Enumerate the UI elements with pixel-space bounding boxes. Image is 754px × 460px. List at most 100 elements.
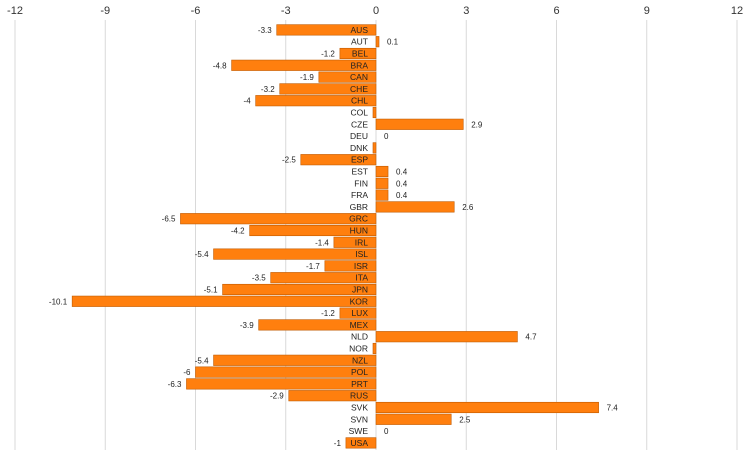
x-tick-label: -3	[281, 5, 291, 17]
data-label: 2.6	[462, 203, 474, 212]
x-tick-label: 12	[731, 5, 743, 17]
bar	[339, 47, 377, 60]
data-label: -1.7	[306, 262, 320, 271]
bar	[375, 413, 452, 425]
data-label: 0.4	[396, 191, 408, 200]
category-label: RUS	[350, 391, 368, 401]
category-label: COL	[351, 108, 369, 118]
data-label: -1.9	[300, 73, 314, 82]
bar	[213, 354, 377, 366]
bar	[333, 236, 377, 248]
x-tick-label: -12	[7, 5, 23, 17]
bar	[375, 189, 389, 201]
data-label: 0.4	[396, 179, 408, 188]
data-label: -2.5	[282, 156, 296, 165]
data-label: -5.1	[204, 286, 218, 295]
bar	[375, 401, 599, 414]
data-label: -4.2	[231, 227, 245, 236]
x-tick-label: 0	[373, 5, 379, 17]
bars	[71, 24, 599, 449]
bar	[71, 295, 377, 307]
bar	[249, 224, 377, 237]
category-label: NOR	[349, 344, 368, 354]
bar	[375, 165, 389, 178]
category-label: BRA	[351, 60, 369, 70]
bar	[258, 319, 377, 331]
x-tick-label: -6	[191, 5, 201, 17]
x-axis-ticks: -12 -9 -6 -3 0 3 6 9 12	[7, 5, 743, 17]
bar	[300, 154, 377, 166]
bar	[231, 59, 377, 71]
data-label: 2.9	[471, 120, 483, 129]
data-label: -1.2	[321, 309, 335, 318]
category-label: GRC	[349, 214, 368, 224]
category-label: SVN	[351, 414, 368, 424]
bar	[375, 36, 380, 48]
category-labels: AUSAUTBELBRACANCHECHLCOLCZEDEUDNKESPESTF…	[349, 25, 369, 448]
data-label: -3.5	[252, 274, 266, 283]
category-label: SVK	[351, 403, 368, 413]
bar	[270, 272, 377, 284]
bar	[213, 248, 377, 260]
category-label: NLD	[351, 332, 368, 342]
data-label: 0	[384, 132, 389, 141]
bar	[324, 260, 377, 272]
category-label: CHL	[351, 96, 368, 106]
category-label: FRA	[351, 190, 368, 200]
bar	[375, 331, 518, 343]
data-label: -3.3	[258, 26, 272, 35]
data-label: -1	[334, 439, 342, 448]
bar	[372, 142, 377, 154]
data-label: 2.5	[459, 415, 471, 424]
data-label: -3.9	[240, 321, 254, 330]
category-label: JPN	[352, 285, 368, 295]
category-label: CAN	[350, 72, 368, 82]
bar	[375, 118, 464, 130]
category-label: IRL	[355, 237, 369, 247]
bar	[375, 201, 455, 213]
data-label: -6	[183, 368, 191, 377]
data-label: -3.2	[261, 85, 275, 94]
data-label: -5.4	[195, 356, 209, 365]
category-label: PRT	[351, 379, 368, 389]
category-label: FIN	[354, 178, 368, 188]
category-label: DEU	[350, 131, 368, 141]
bar	[279, 83, 377, 95]
data-label: 0	[384, 427, 389, 436]
category-label: AUT	[351, 37, 368, 47]
category-label: LUX	[351, 308, 368, 318]
category-label: BEL	[352, 49, 368, 59]
bar	[195, 366, 377, 378]
data-label: -10.1	[49, 297, 68, 306]
data-label: 0.1	[387, 38, 399, 47]
category-label: CZE	[351, 119, 368, 129]
category-label: ISR	[354, 261, 368, 271]
bar	[372, 106, 377, 119]
category-label: ISL	[355, 249, 368, 259]
category-label: SWE	[349, 426, 369, 436]
data-label: -6.5	[162, 215, 176, 224]
data-label: -4	[244, 97, 252, 106]
bar	[222, 283, 377, 296]
category-label: GBR	[350, 202, 368, 212]
data-label: -1.2	[321, 50, 335, 59]
category-label: KOR	[350, 296, 368, 306]
category-label: NZL	[352, 355, 368, 365]
bar	[180, 213, 377, 225]
x-tick-label: 3	[463, 5, 469, 17]
data-labels: -3.3 0.1 -1.2 -4.8 -1.9 -3.2 -4 2.9 0 -2.5 0.4 0.4 0…	[49, 26, 618, 448]
category-label: CHE	[350, 84, 368, 94]
bar	[318, 71, 377, 83]
bar	[375, 177, 389, 189]
data-label: -6.3	[168, 380, 182, 389]
bar	[372, 342, 377, 355]
category-label: EST	[351, 167, 368, 177]
category-label: ITA	[355, 273, 368, 283]
category-label: POL	[351, 367, 368, 377]
bar	[255, 95, 377, 107]
category-label: DNK	[350, 143, 368, 153]
data-label: 0.4	[396, 168, 408, 177]
bar	[345, 437, 377, 449]
category-label: USA	[351, 438, 369, 448]
